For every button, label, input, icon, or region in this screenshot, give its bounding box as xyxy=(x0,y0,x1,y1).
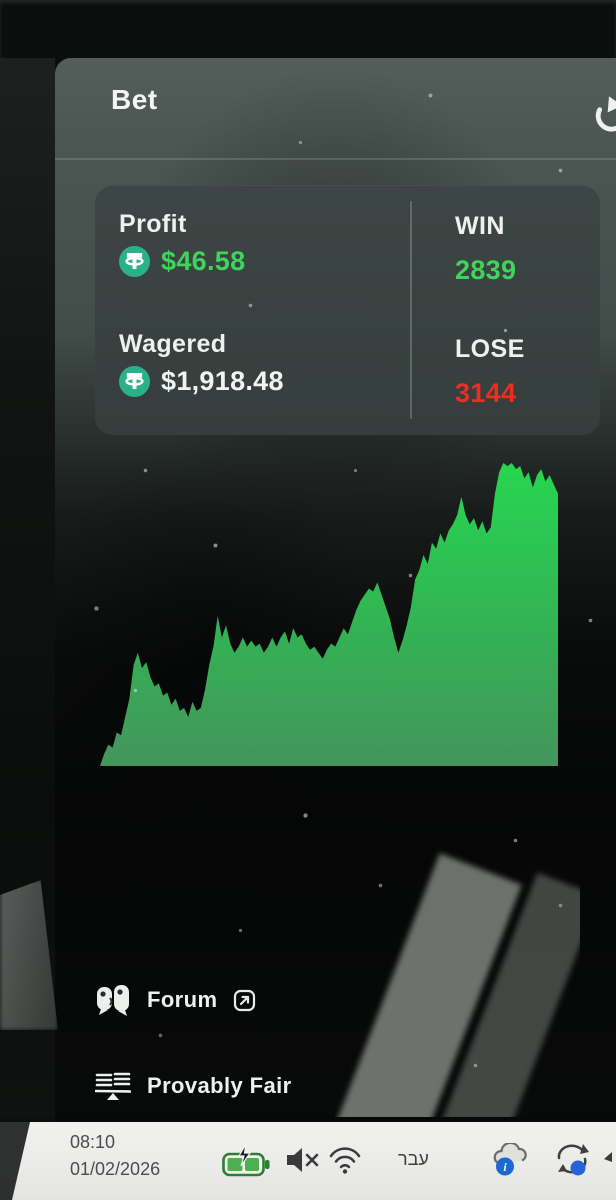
win-label: WIN xyxy=(455,212,505,240)
language-indicator[interactable]: עבר xyxy=(398,1149,429,1169)
tether-coin-icon xyxy=(119,366,150,397)
profit-value-row: $46.58 xyxy=(119,246,245,277)
tray-overflow-chevron-icon[interactable] xyxy=(603,1151,615,1165)
modal-header: Bet xyxy=(55,58,616,158)
wagered-value-row: $1,918.48 xyxy=(119,366,284,397)
wagered-value: $1,918.48 xyxy=(161,366,284,396)
svg-text:i: i xyxy=(503,1160,507,1174)
stats-card: Profit $46.58 Wagered $1,918.48 xyxy=(95,185,600,435)
bet-modal: Bet Profit $46.58 Wagered xyxy=(55,58,616,1122)
external-link-icon[interactable] xyxy=(233,989,256,1012)
profit-label: Profit xyxy=(119,210,187,238)
page-background-left xyxy=(0,58,55,1122)
forum-link[interactable]: Forum xyxy=(95,976,256,1024)
tether-coin-icon xyxy=(119,246,150,277)
lose-count: 3144 xyxy=(455,378,517,408)
wagered-label: Wagered xyxy=(119,330,227,358)
taskbar-edge-shadow xyxy=(0,1122,30,1200)
forum-label: Forum xyxy=(147,987,218,1012)
taskbar-time: 08:10 xyxy=(70,1132,116,1152)
sync-icon[interactable] xyxy=(550,1142,596,1178)
provably-fair-label: Provably Fair xyxy=(147,1073,292,1098)
taskbar: 08:10 01/02/2026 עבר i xyxy=(0,1122,616,1200)
profit-area-series xyxy=(100,463,558,766)
profit-value: $46.58 xyxy=(161,246,246,276)
taskbar-clock[interactable]: 08:10 01/02/2026 xyxy=(70,1129,160,1183)
wifi-icon[interactable] xyxy=(328,1145,362,1175)
chat-bubbles-icon xyxy=(97,985,129,1016)
win-count: 2839 xyxy=(455,255,517,285)
scales-icon xyxy=(95,1072,131,1100)
header-divider xyxy=(55,158,616,160)
battery-charging-icon[interactable] xyxy=(222,1144,272,1178)
page-title: Bet xyxy=(111,84,158,115)
cloud-info-icon[interactable]: i xyxy=(492,1143,530,1177)
profit-chart xyxy=(100,460,558,766)
stats-divider xyxy=(410,201,412,419)
page-background-top xyxy=(0,0,616,58)
provably-fair-link[interactable]: Provably Fair xyxy=(95,1062,292,1110)
volume-muted-icon[interactable] xyxy=(286,1145,320,1175)
taskbar-date: 01/02/2026 xyxy=(70,1159,161,1179)
lose-label: LOSE xyxy=(455,335,525,363)
refresh-history-icon[interactable] xyxy=(589,94,616,136)
